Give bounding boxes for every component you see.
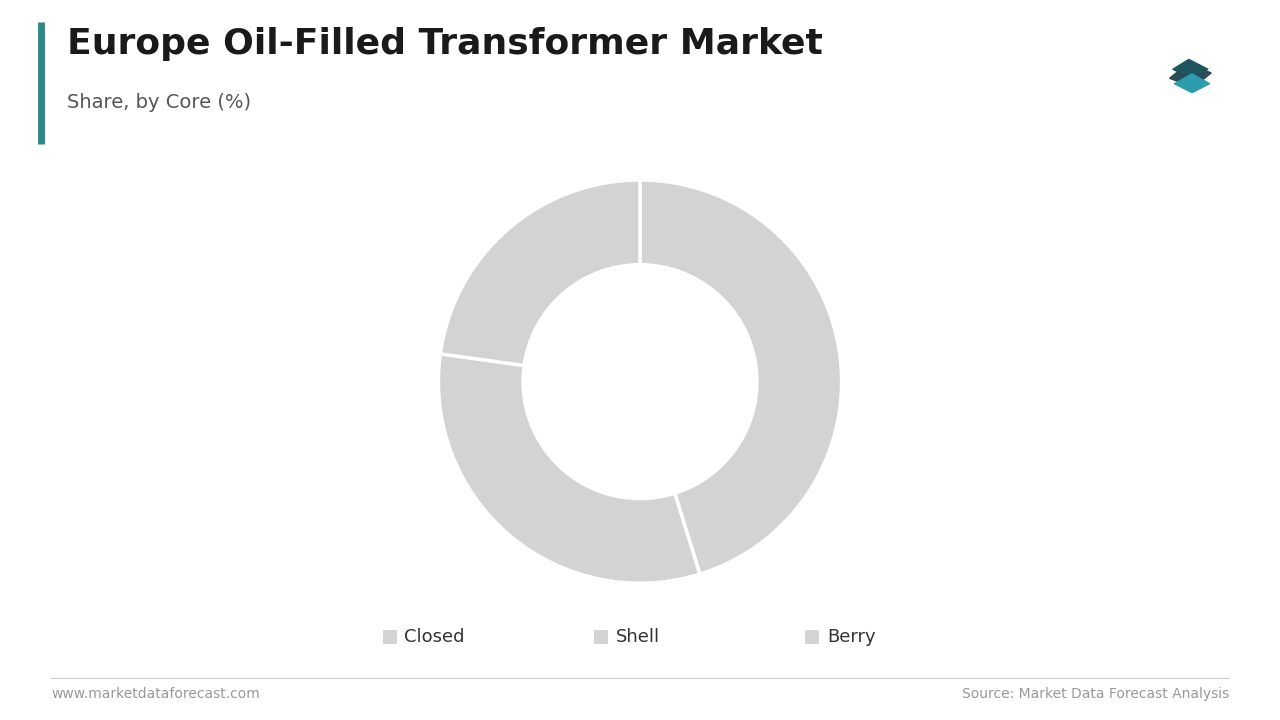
Text: Europe Oil-Filled Transformer Market: Europe Oil-Filled Transformer Market (67, 27, 823, 61)
Wedge shape (440, 180, 640, 366)
Text: Berry: Berry (827, 628, 876, 647)
Wedge shape (439, 354, 700, 583)
Text: Closed: Closed (404, 628, 465, 647)
Text: Shell: Shell (616, 628, 659, 647)
Text: Share, by Core (%): Share, by Core (%) (67, 93, 251, 112)
Wedge shape (640, 180, 841, 574)
Text: Source: Market Data Forecast Analysis: Source: Market Data Forecast Analysis (961, 688, 1229, 701)
Text: www.marketdataforecast.com: www.marketdataforecast.com (51, 688, 260, 701)
